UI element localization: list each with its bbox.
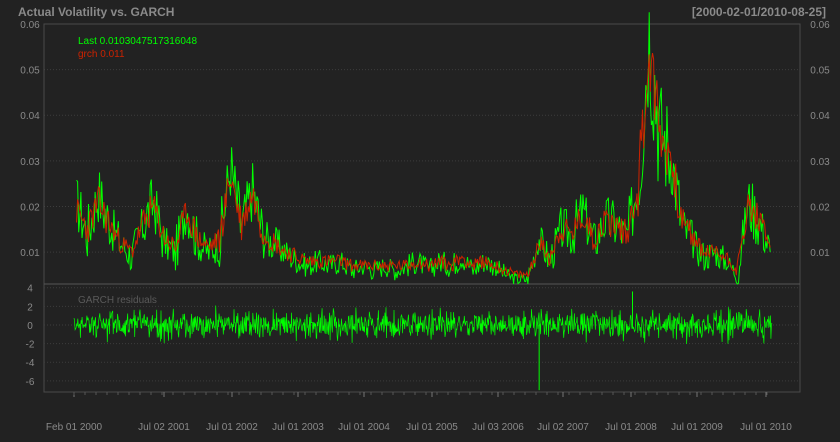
y-tick-right: 0.06 (810, 20, 830, 31)
legend-grch: grch 0.011 (78, 49, 125, 60)
date-range-label: [2000-02-01/2010-08-25] (692, 5, 826, 19)
x-tick-label: Jul 01 2008 (605, 422, 657, 433)
y-tick-left: 0.04 (20, 111, 40, 122)
y-tick-left: 4 (27, 284, 33, 295)
legend-last: Last 0.0103047517316048 (78, 36, 197, 47)
y-tick-left: 0.02 (20, 202, 40, 213)
y-tick-left: -2 (26, 340, 35, 351)
x-tick-label: Jul 01 2010 (740, 422, 792, 433)
y-tick-left: -4 (26, 358, 35, 369)
y-tick-left: 0.06 (20, 20, 40, 31)
volatility-panel: 0.01 0.01 0.02 0.02 0.03 0.03 0.04 0.04 0.05 0.05… (20, 12, 830, 393)
x-axis: Feb 01 2000 Jul 02 2001 Jul 01 2002 Jul 01 … (46, 392, 792, 433)
y-tick-left: 0.05 (20, 66, 40, 77)
plot-frame (43, 23, 801, 393)
y-tick-left: 2 (27, 302, 33, 313)
y-tick-right: 0.03 (810, 157, 830, 168)
x-tick-label: Jul 01 2003 (272, 422, 324, 433)
series-line-last (76, 12, 771, 285)
x-tick-label: Jul 01 2002 (206, 422, 258, 433)
x-tick-label: Jul 02 2001 (138, 422, 190, 433)
y-tick-left: 0.01 (20, 248, 40, 259)
y-tick-right: 0.04 (810, 111, 830, 122)
residuals-panel: 4 2 0 -2 -4 -6 (26, 284, 800, 391)
chart-title: Actual Volatility vs. GARCH (18, 5, 174, 19)
residuals-line (73, 305, 773, 345)
x-tick-label: Feb 01 2000 (46, 422, 103, 433)
x-tick-label: Jul 01 2009 (671, 422, 723, 433)
residuals-label: GARCH residuals (78, 295, 157, 306)
x-tick-label: Jul 02 2007 (537, 422, 589, 433)
y-tick-right: 0.01 (810, 248, 830, 259)
y-tick-right: 0.02 (810, 202, 830, 213)
x-tick-label: Jul 03 2006 (472, 422, 524, 433)
y-tick-right: 0.05 (810, 66, 830, 77)
y-tick-left: 0 (27, 321, 33, 332)
y-tick-left: -6 (26, 377, 35, 388)
series-line-grch (76, 53, 771, 280)
y-tick-left: 0.03 (20, 157, 40, 168)
x-tick-label: Jul 01 2005 (406, 422, 458, 433)
x-tick-label: Jul 01 2004 (338, 422, 390, 433)
